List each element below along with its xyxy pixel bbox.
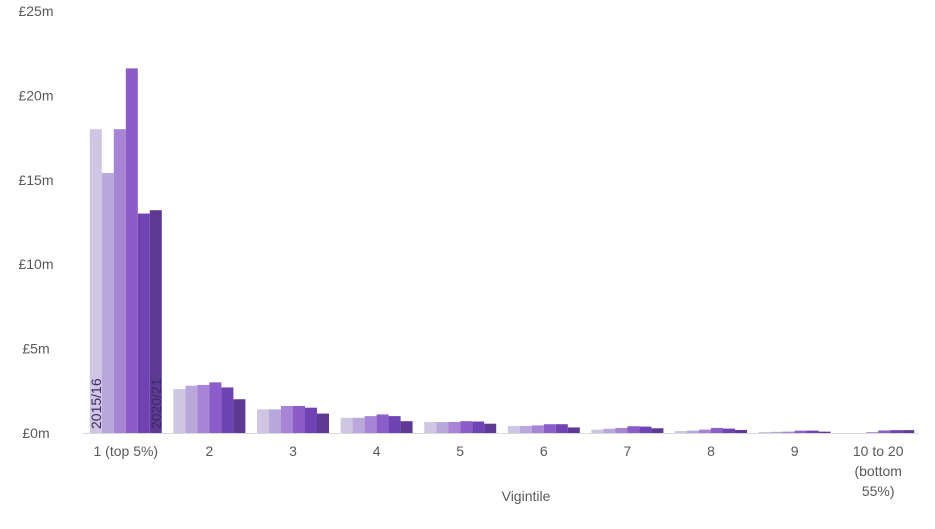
bar	[615, 427, 628, 433]
bar	[782, 431, 795, 433]
x-tick-label-line: 1 (top 5%)	[94, 443, 159, 459]
bar	[735, 429, 747, 433]
bar	[460, 421, 473, 433]
bar	[543, 424, 556, 433]
bar	[484, 423, 497, 433]
y-tick-label: £20m	[18, 87, 53, 103]
bar	[806, 430, 819, 433]
bar	[890, 430, 903, 433]
x-tick-label: 6	[540, 443, 548, 459]
x-tick-label-line: 10 to 20	[853, 443, 904, 459]
x-tick-label-line: 2	[206, 443, 214, 459]
bar-annotations: 2015/16 2020/21	[88, 378, 164, 429]
x-tick-label: 5	[456, 443, 464, 459]
bar	[639, 426, 652, 433]
bar	[305, 407, 317, 433]
bar	[89, 129, 102, 433]
x-tick-label-line: 8	[707, 443, 715, 459]
bar	[591, 429, 604, 433]
bars	[89, 68, 915, 433]
bar	[388, 416, 401, 433]
bar	[627, 426, 640, 433]
bar	[436, 422, 449, 433]
x-tick-label: 10 to 20 (bottom 55%)	[853, 443, 904, 499]
bar	[723, 428, 735, 433]
y-tick-label: £10m	[18, 256, 53, 272]
bar	[687, 430, 699, 433]
y-axis: £0m £5m £10m £15m £20m £25m	[18, 3, 53, 441]
bar	[555, 424, 568, 433]
bar	[603, 428, 616, 433]
x-tick-label: 7	[624, 443, 632, 459]
y-tick-label: £5m	[22, 341, 49, 357]
x-tick-label-line: 5	[456, 443, 464, 459]
x-tick-label-line: 55%)	[862, 483, 895, 499]
bar	[293, 405, 305, 433]
bar	[317, 413, 329, 433]
bar	[376, 414, 389, 433]
bar	[197, 384, 210, 433]
bar	[352, 417, 365, 433]
x-tick-label: 8	[707, 443, 715, 459]
bar	[770, 431, 783, 433]
bar	[699, 429, 711, 433]
bar	[902, 430, 915, 433]
bar	[567, 427, 580, 433]
x-tick-label-line: (bottom	[854, 463, 901, 479]
bar	[711, 427, 723, 433]
bar	[507, 425, 520, 433]
bar	[185, 385, 198, 433]
bar	[758, 431, 771, 433]
bar	[221, 387, 234, 433]
bar	[209, 382, 222, 433]
bar	[269, 409, 281, 433]
bar	[424, 422, 437, 433]
bar	[137, 213, 150, 433]
bar	[651, 428, 664, 433]
x-tick-label-line: 9	[791, 443, 799, 459]
bar	[866, 432, 879, 433]
bar	[519, 425, 532, 433]
bar-annotation: 2015/16	[88, 378, 104, 429]
x-tick-label: 2	[206, 443, 214, 459]
bar	[364, 416, 377, 433]
bar	[818, 431, 831, 433]
bar	[531, 425, 544, 433]
bar	[448, 422, 461, 433]
bar	[233, 399, 246, 433]
x-tick-label-line: 6	[540, 443, 548, 459]
bar	[113, 129, 126, 433]
bar	[101, 173, 114, 433]
bar	[173, 389, 186, 433]
bar	[125, 68, 138, 433]
x-tick-label: 4	[373, 443, 381, 459]
bar	[878, 430, 891, 433]
bar	[257, 409, 269, 433]
bar	[472, 421, 485, 433]
y-tick-label: £15m	[18, 172, 53, 188]
bar	[400, 421, 413, 433]
bar-annotation: 2020/21	[148, 378, 164, 429]
bar	[281, 405, 293, 433]
x-axis: 1 (top 5%) 2 3 4 5 6 7 8 9 10 to 20 (bottom 55%)	[94, 443, 904, 499]
x-tick-label: 1 (top 5%)	[94, 443, 159, 459]
bar	[340, 417, 353, 433]
bar	[675, 430, 687, 433]
x-tick-label-line: 4	[373, 443, 381, 459]
y-tick-label: £25m	[18, 3, 53, 19]
x-tick-label: 3	[289, 443, 297, 459]
x-tick-label: 9	[791, 443, 799, 459]
y-tick-label: £0m	[22, 425, 49, 441]
x-axis-title: Vigintile	[502, 488, 551, 504]
x-tick-label-line: 7	[624, 443, 632, 459]
bar	[794, 430, 807, 433]
bar	[149, 210, 162, 433]
x-tick-label-line: 3	[289, 443, 297, 459]
